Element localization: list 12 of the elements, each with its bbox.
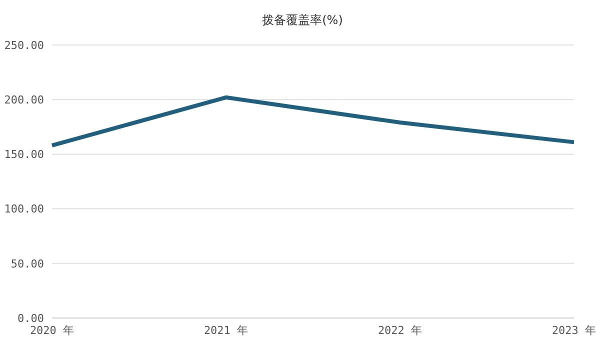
y-tick-label: 0.00: [18, 312, 44, 325]
y-tick-label: 50.00: [10, 257, 44, 270]
x-tick-label: 2022 年: [378, 324, 422, 337]
y-tick-label: 250.00: [4, 38, 44, 52]
x-tick-label: 2021 年: [204, 324, 248, 337]
chart-title: 拨备覆盖率(%): [261, 12, 344, 29]
line-series: [50, 95, 576, 148]
x-tick-label: 2020 年: [30, 324, 74, 337]
y-tick-label: 150.00: [4, 148, 44, 162]
x-tick-label: 2023 年: [552, 324, 596, 337]
y-tick-label: 100.00: [4, 202, 44, 216]
y-tick-label: 200.00: [4, 94, 44, 107]
